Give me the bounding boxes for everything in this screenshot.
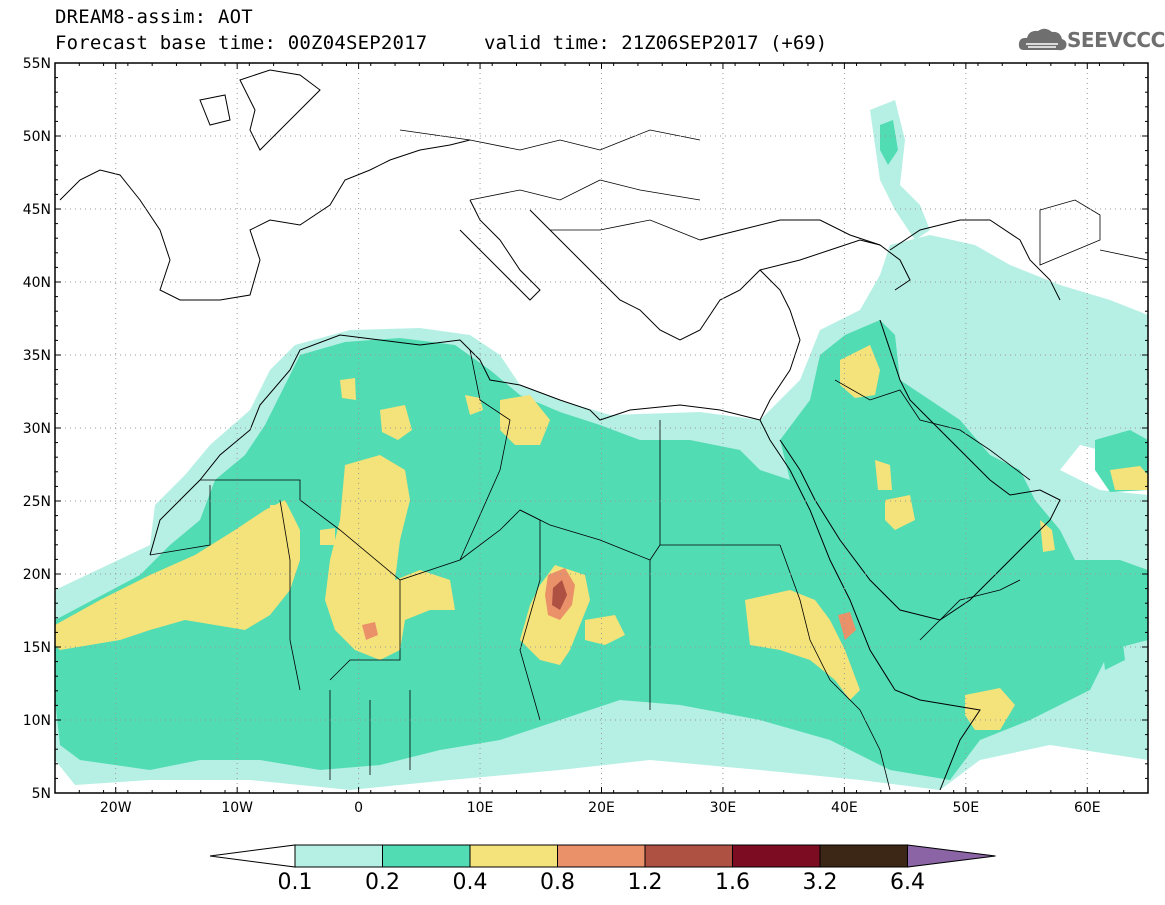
colorbar-segment (382, 844, 471, 868)
colorbar-label: 1.6 (715, 870, 750, 895)
lat-label: 20N (23, 567, 51, 583)
aot-field (55, 69, 1148, 791)
lat-label: 50N (23, 129, 51, 145)
longitude-labels: 20W 10W 0 10E 20E 30E 40E 50E 60E (100, 800, 1101, 816)
colorbar-segment (732, 844, 821, 868)
lon-label: 20W (100, 800, 132, 816)
lat-label: 25N (23, 494, 51, 510)
lat-label: 15N (23, 640, 51, 656)
lon-label: 50E (952, 800, 979, 816)
gridlines (55, 63, 1148, 793)
lon-label: 0 (354, 800, 363, 816)
lat-label: 35N (23, 348, 51, 364)
lon-label: 10W (221, 800, 253, 816)
lat-label: 55N (23, 56, 51, 72)
colorbar-segment (294, 844, 383, 868)
tick-marks (54, 62, 1149, 794)
colorbar-segment (469, 844, 558, 868)
forecast-base-time: Forecast base time: 00Z04SEP2017 (55, 32, 428, 54)
lon-label: 30E (710, 800, 737, 816)
seevccc-logo (1018, 28, 1067, 51)
lat-label: 30N (23, 421, 51, 437)
colorbar-segment (209, 844, 296, 868)
lon-label: 40E (831, 800, 858, 816)
colorbar-segment (819, 844, 908, 868)
lon-label: 20E (588, 800, 615, 816)
colorbar-segment (557, 844, 646, 868)
country-borders (149, 129, 1148, 791)
colorbar-label: 0.1 (277, 870, 313, 895)
map-title: DREAM8-assim: AOT (55, 6, 253, 28)
logo-text: SEEVCCC (1067, 28, 1165, 52)
colorbar-label: 3.2 (802, 870, 838, 895)
lat-label: 45N (23, 202, 51, 218)
lon-label: 60E (1074, 800, 1101, 816)
coastlines (59, 69, 1061, 791)
colorbar (209, 844, 996, 868)
colorbar-label: 0.4 (452, 870, 488, 895)
valid-time: valid time: 21Z06SEP2017 (+69) (484, 32, 828, 54)
lon-label: 10E (467, 800, 494, 816)
colorbar-label: 0.8 (540, 870, 575, 895)
aot-level-0.2 (55, 120, 1148, 780)
aot-level-1.2 (552, 580, 567, 610)
lat-label: 40N (23, 275, 51, 291)
colorbar-segment (907, 844, 996, 868)
colorbar-segment (644, 844, 733, 868)
colorbar-label: 6.4 (890, 870, 925, 895)
colorbar-label: 1.2 (627, 870, 663, 895)
lat-label: 10N (23, 713, 51, 729)
lat-label: 5N (32, 786, 51, 802)
colorbar-label: 0.2 (365, 870, 400, 895)
latitude-labels: 55N 50N 45N 40N 35N 30N 25N 20N 15N 10N 5N (23, 56, 51, 802)
